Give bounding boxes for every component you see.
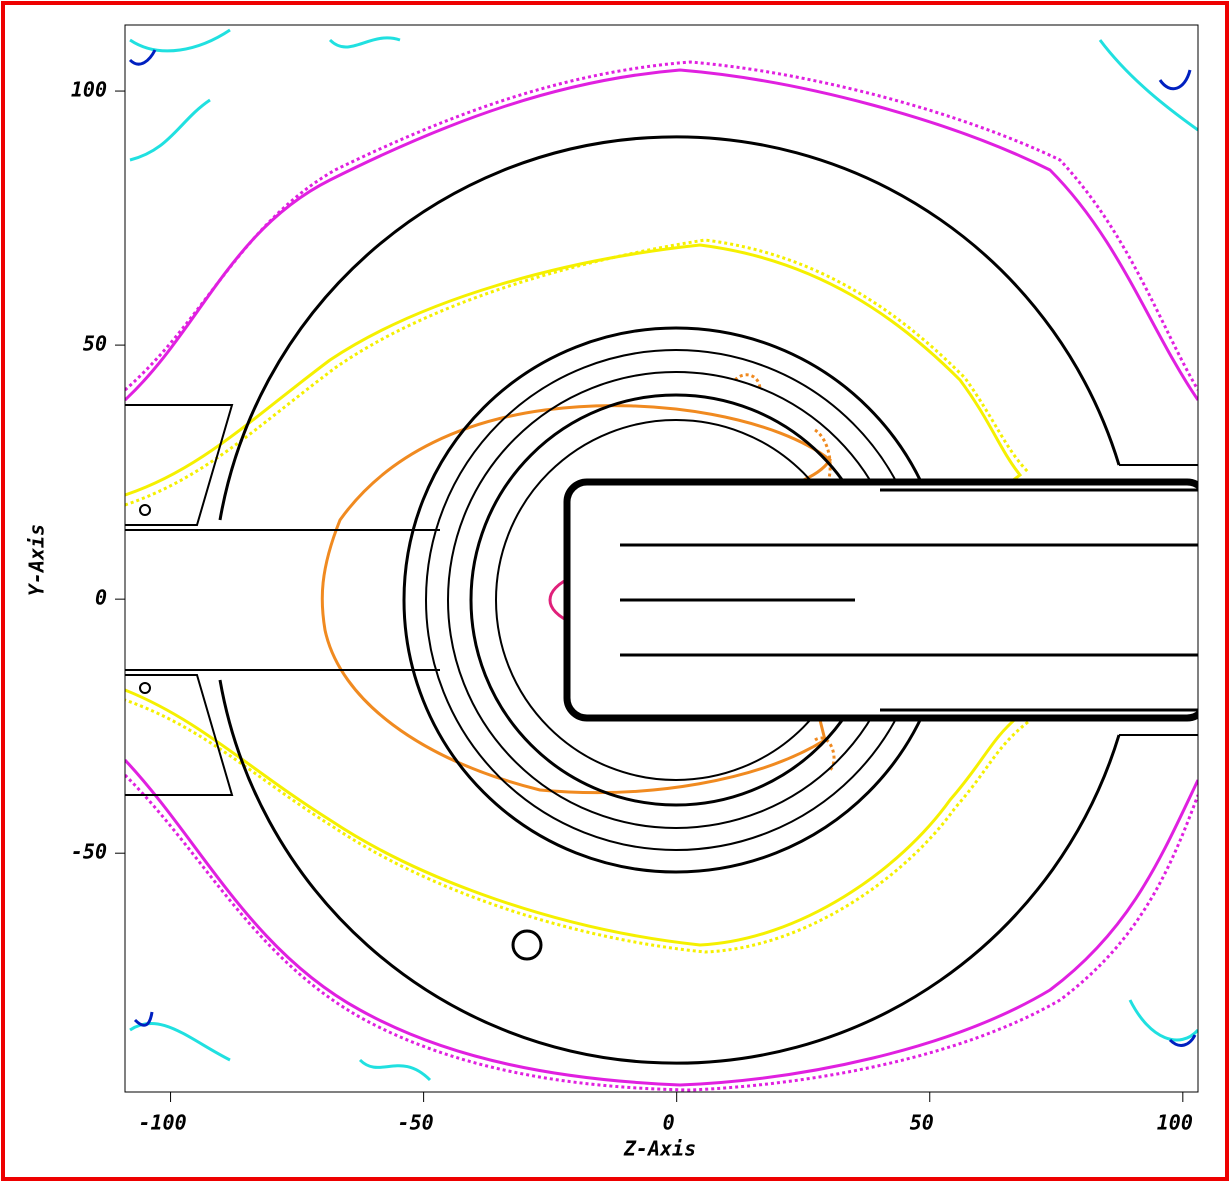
x-tick-label: 0	[663, 1111, 675, 1135]
plot-shapes	[124, 24, 1199, 1093]
y-tick-label: -50	[71, 840, 107, 864]
y-tick-label: 0	[95, 586, 107, 610]
x-axis-label: Z-Axis	[623, 1137, 696, 1161]
y-tick-label: 50	[83, 332, 107, 356]
x-tick-label: -100	[138, 1111, 186, 1135]
x-tick-label: 50	[910, 1111, 934, 1135]
y-axis-label: Y-Axis	[25, 524, 49, 596]
x-tick-label: 100	[1157, 1111, 1193, 1135]
y-tick-label: 100	[71, 78, 107, 102]
x-tick-label: -50	[398, 1111, 434, 1135]
